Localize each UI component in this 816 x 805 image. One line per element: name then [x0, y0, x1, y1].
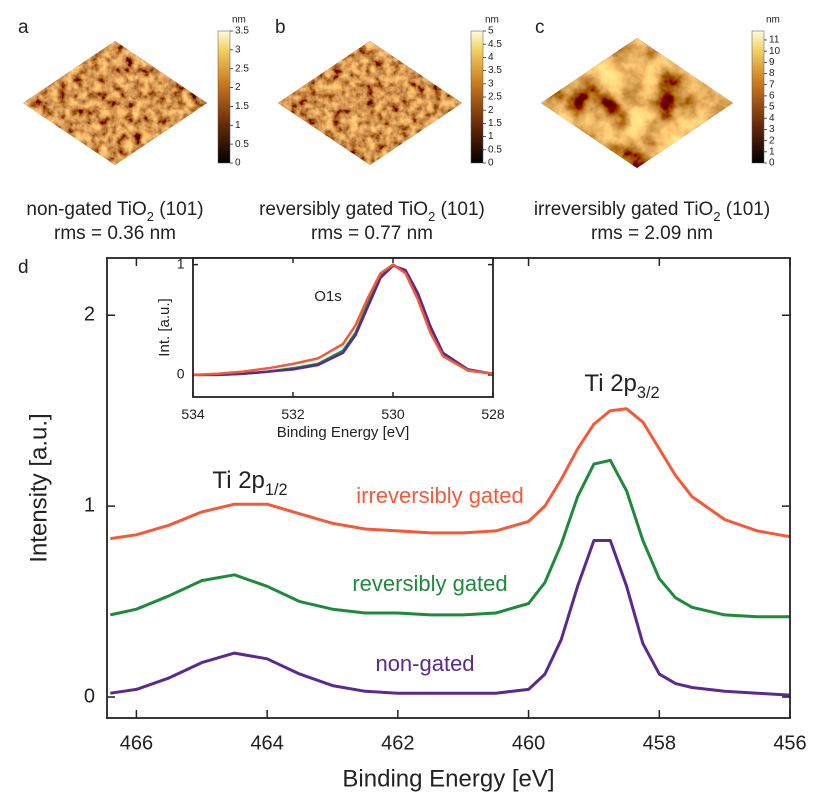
y-tick-label: 0 [84, 685, 95, 707]
colorbar-tick-label: 1 [769, 146, 775, 157]
rms-value: rms = 0.36 nm [54, 223, 176, 244]
x-tick-label: 458 [643, 732, 676, 754]
subscript: 2 [428, 209, 435, 224]
colorbar-tick-label: 5 [769, 102, 775, 113]
afm-topography [278, 41, 462, 165]
colorbar-tick-label: 0 [235, 158, 241, 169]
series-label: irreversibly gated [356, 483, 524, 508]
colorbar-unit: nm [232, 15, 246, 26]
y-axis-label: Int. [a.u.] [156, 298, 173, 356]
colorbar-tick-label: 3 [488, 78, 494, 89]
colorbar-unit: nm [485, 15, 499, 26]
colorbar-tick-label: 2.5 [488, 92, 502, 103]
series-label: reversibly gated [352, 571, 507, 596]
x-tick-label: 534 [181, 406, 205, 422]
colorbar-tick-label: 5 [488, 26, 494, 37]
text-part: non-gated TiO [26, 199, 146, 220]
x-tick-label: 532 [281, 406, 305, 422]
colorbar-tick-label: 4.5 [488, 39, 502, 50]
colorbar-unit: nm [766, 15, 780, 26]
text-part: (101) [721, 199, 771, 220]
colorbar [218, 31, 230, 163]
caption: irreversibly gated TiO2 (101) [534, 199, 770, 224]
colorbar-tick-label: 7 [769, 79, 775, 90]
x-tick-label: 456 [773, 732, 806, 754]
subscript: 2 [147, 209, 154, 224]
colorbar-tick-label: 0 [488, 158, 494, 169]
afm-topography [23, 41, 207, 165]
y-axis-label: Intensity [a.u.] [25, 413, 52, 562]
colorbar-tick-label: 8 [769, 68, 775, 79]
x-tick-label: 462 [381, 732, 414, 754]
chart-title: O1s [314, 288, 342, 305]
text-part: (101) [154, 199, 204, 220]
colorbar-tick-label: 3.5 [235, 26, 249, 37]
panel-label: c [535, 17, 545, 38]
series-label: non-gated [375, 651, 474, 676]
colorbar-tick-label: 1 [235, 120, 241, 131]
colorbar-tick-label: 3 [769, 124, 775, 135]
x-tick-label: 528 [481, 406, 505, 422]
colorbar-tick-label: 3 [235, 44, 241, 55]
text-part: (101) [435, 199, 485, 220]
colorbar-tick-label: 6 [769, 91, 775, 102]
y-tick-label: 2 [84, 304, 95, 326]
x-tick-label: 466 [120, 732, 153, 754]
x-tick-label: 530 [381, 406, 405, 422]
subscript: 2 [713, 209, 720, 224]
caption: non-gated TiO2 (101) [26, 199, 203, 224]
colorbar-tick-label: 3.5 [488, 65, 502, 76]
caption: reversibly gated TiO2 (101) [259, 199, 485, 224]
colorbar-tick-label: 2 [235, 82, 241, 93]
y-tick-label: 1 [84, 494, 95, 516]
x-tick-label: 464 [250, 732, 283, 754]
rms-value: rms = 0.77 nm [311, 223, 433, 244]
colorbar [471, 31, 483, 163]
text-part: reversibly gated TiO [259, 199, 428, 220]
colorbar-tick-label: 11 [769, 35, 780, 46]
text-part: Ti 2p [584, 370, 636, 397]
colorbar [752, 31, 764, 163]
y-tick-label: 1 [177, 255, 185, 271]
plot-area [193, 258, 493, 397]
colorbar-tick-label: 0 [769, 158, 775, 169]
colorbar-tick-label: 2 [488, 105, 494, 116]
x-tick-label: 460 [512, 732, 545, 754]
panel-label: d [18, 257, 29, 278]
colorbar-tick-label: 0.5 [488, 144, 502, 155]
colorbar-tick-label: 1.5 [235, 101, 249, 112]
colorbar-tick-label: 4 [488, 52, 494, 63]
rms-value: rms = 2.09 nm [591, 223, 713, 244]
text-part: irreversibly gated TiO [534, 199, 714, 220]
afm-topography [541, 38, 733, 168]
colorbar-tick-label: 1 [488, 131, 494, 142]
colorbar-tick-label: 4 [769, 113, 775, 124]
colorbar-tick-label: 1.5 [488, 118, 502, 129]
colorbar-tick-label: 0.5 [235, 139, 249, 150]
colorbar-tick-label: 2 [769, 135, 775, 146]
colorbar-tick-label: 10 [769, 46, 781, 57]
figure: anm00.511.522.533.5non-gated TiO2 (101)r… [0, 0, 816, 800]
colorbar-tick-label: 2.5 [235, 63, 249, 74]
panel-label: b [275, 17, 286, 38]
subscript: 3/2 [637, 384, 660, 402]
panel-label: a [18, 17, 29, 38]
y-tick-label: 0 [177, 366, 185, 382]
text-part: Ti 2p [212, 467, 264, 494]
x-axis-label: Binding Energy [eV] [342, 765, 554, 792]
x-axis-label: Binding Energy [eV] [277, 424, 410, 441]
subscript: 1/2 [265, 481, 288, 499]
colorbar-tick-label: 9 [769, 57, 775, 68]
